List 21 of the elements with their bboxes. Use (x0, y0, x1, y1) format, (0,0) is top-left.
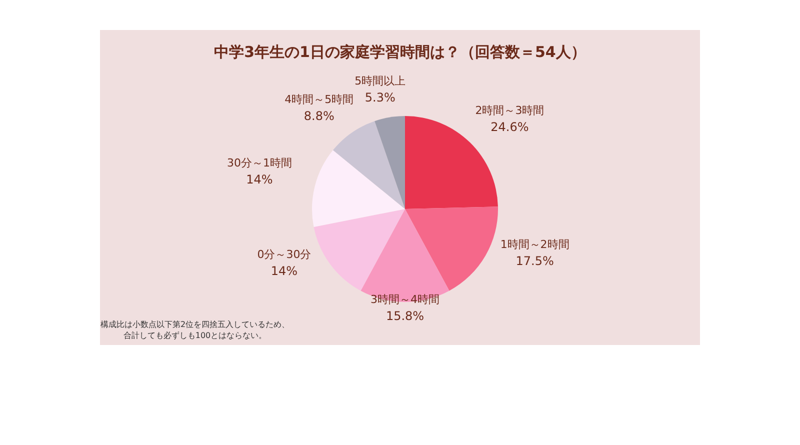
pie-slice (312, 150, 405, 227)
slice-label: 2時間～3時間 (475, 104, 544, 118)
data-label: 14% (246, 172, 273, 186)
pie-slice (314, 209, 405, 291)
pie-slice (332, 121, 405, 209)
data-label: 14% (270, 264, 298, 278)
pie-slice (374, 116, 405, 209)
slice-label: 5時間以上 (354, 74, 406, 88)
chart-title: 中学3年生の1日の家庭学習時間は？（回答数＝54人） (214, 43, 586, 61)
slice-label: 0分～30分 (257, 248, 312, 262)
slice-label: 1時間～2時間 (500, 238, 570, 252)
data-label: 5.3% (364, 90, 396, 105)
data-label: 15.8% (386, 309, 424, 323)
slice-label: 3時間～4時間 (370, 293, 440, 306)
slice-label: 4時間～5時間 (284, 92, 354, 106)
data-label: 24.6% (490, 120, 529, 134)
text: 構成比は小数点以下第2位を四捨五入しているため、合計しても必ずしも100とはならない。 (100, 320, 290, 340)
data-label: 17.5% (516, 254, 554, 268)
data-label: 8.8% (304, 108, 334, 123)
pie-slice (405, 206, 498, 291)
slice-label: 30分～1時間 (226, 156, 292, 170)
